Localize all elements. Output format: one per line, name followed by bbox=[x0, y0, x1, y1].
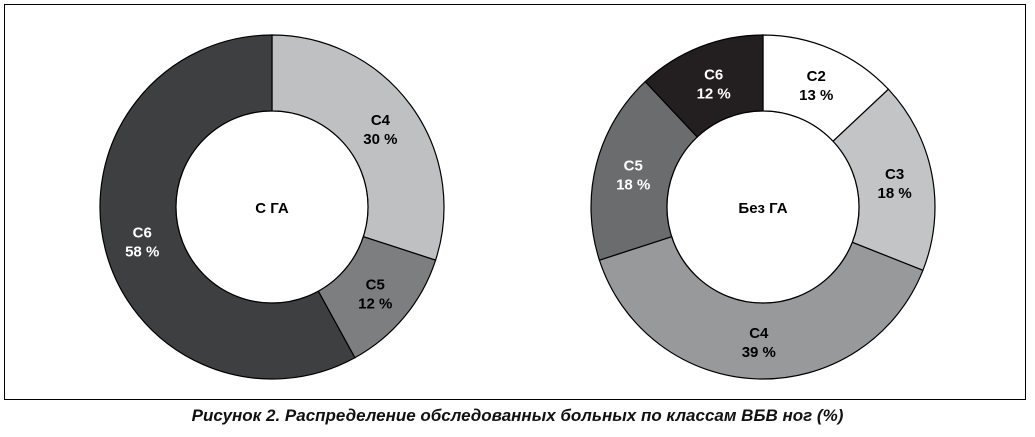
slice-value-с6: 12 % bbox=[697, 85, 731, 102]
slice-label-с6: С6 bbox=[704, 66, 723, 83]
center-label: С ГА bbox=[255, 200, 289, 217]
slice-value-с5: 18 % bbox=[616, 177, 650, 194]
center-label: Без ГА bbox=[738, 200, 787, 217]
slice-label-с4: С4 bbox=[371, 112, 391, 129]
slice-label-с5: С5 bbox=[624, 158, 643, 175]
donut-chart-with-ga: С4 30 % С5 12 % С6 58 % С ГА bbox=[99, 34, 445, 380]
slice-value-с4: 39 % bbox=[742, 344, 776, 361]
donut-hole bbox=[175, 110, 369, 304]
slice-label-с5: С5 bbox=[366, 276, 385, 293]
slice-label-с2: С2 bbox=[807, 68, 826, 85]
slice-value-с2: 13 % bbox=[799, 87, 833, 104]
slice-value-с4: 30 % bbox=[363, 131, 397, 148]
donut-chart-without-ga: С2 13 % С3 18 % С4 39 % С5 18 % С6 12 % Без ГА bbox=[590, 34, 936, 380]
slice-label-с4: С4 bbox=[749, 325, 769, 342]
slice-value-с6: 58 % bbox=[125, 243, 159, 260]
figure-caption: Рисунок 2. Распределение обследованных б… bbox=[191, 406, 844, 425]
slice-value-с5: 12 % bbox=[358, 295, 392, 312]
slice-value-с3: 18 % bbox=[878, 185, 912, 202]
donut-hole bbox=[666, 110, 860, 304]
slice-label-с3: С3 bbox=[885, 166, 904, 183]
slice-label-с6: С6 bbox=[133, 224, 152, 241]
